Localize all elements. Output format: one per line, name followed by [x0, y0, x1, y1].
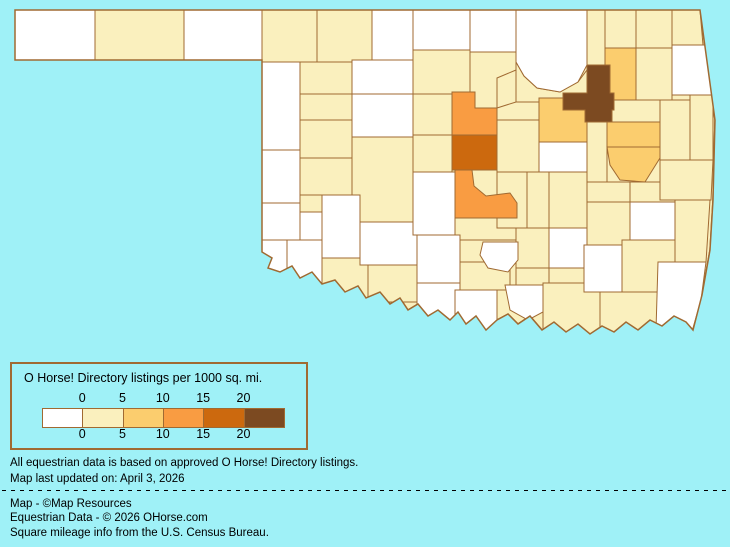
legend-color-ramp: [42, 408, 285, 428]
county-love[interactable]: [454, 289, 498, 331]
last-updated-text: Map last updated on: April 3, 2026: [10, 473, 185, 485]
county-mcintosh[interactable]: [586, 181, 637, 203]
county-tulsa[interactable]: [562, 64, 615, 123]
county-atoka[interactable]: [583, 244, 623, 293]
legend-tick: 20: [236, 391, 251, 405]
choropleth-map-canvas: [14, 9, 716, 335]
legend-tick: 5: [119, 427, 126, 441]
county-bryan[interactable]: [542, 282, 601, 335]
legend-box: O Horse! Directory listings per 1000 sq.…: [10, 362, 308, 450]
county-muskogee[interactable]: [606, 146, 661, 183]
county-wagoner[interactable]: [606, 121, 661, 148]
county-cherokee[interactable]: [659, 99, 691, 161]
county-washington[interactable]: [586, 10, 606, 69]
county-woodward[interactable]: [299, 61, 353, 95]
legend-tick: 0: [78, 391, 86, 405]
county-kingfisher[interactable]: [412, 93, 453, 136]
county-murray[interactable]: [479, 241, 519, 273]
county-mayes[interactable]: [635, 47, 673, 101]
legend-tick: 15: [196, 427, 211, 441]
legend-ticks-top: 0 5 10 15 20: [62, 391, 264, 405]
county-stephens[interactable]: [416, 234, 461, 284]
county-jefferson[interactable]: [416, 282, 461, 331]
county-grady[interactable]: [412, 171, 456, 236]
county-alfalfa[interactable]: [371, 10, 414, 61]
county-ellis[interactable]: [261, 61, 301, 151]
legend-swatch-10-15: [162, 408, 205, 428]
county-woods[interactable]: [316, 10, 373, 63]
legend-tick: 10: [155, 391, 170, 405]
county-canadian[interactable]: [408, 134, 453, 173]
county-cleveland[interactable]: [454, 169, 518, 219]
county-choctaw[interactable]: [599, 289, 661, 335]
legend-tick: 0: [78, 427, 86, 441]
county-custer[interactable]: [299, 119, 353, 159]
mileage-credit-text: Square mileage info from the U.S. Census…: [10, 527, 269, 539]
county-le-flore[interactable]: [674, 199, 711, 263]
county-washita[interactable]: [299, 157, 361, 196]
county-cotton[interactable]: [367, 264, 418, 303]
county-kay[interactable]: [469, 10, 517, 53]
dashed-divider: [2, 490, 728, 491]
county-grant[interactable]: [412, 10, 471, 51]
legend-swatch-5-10: [122, 408, 164, 428]
map-credit-text: Map - ©Map Resources: [10, 498, 132, 510]
county-seminole[interactable]: [526, 171, 550, 229]
county-roger-mills[interactable]: [261, 149, 301, 204]
county-craig[interactable]: [635, 10, 673, 49]
data-credit-text: Equestrian Data - © 2026 OHorse.com: [10, 512, 208, 524]
legend-swatch-15-20: [203, 408, 245, 428]
county-beaver[interactable]: [183, 10, 263, 61]
legend-tick: 5: [119, 391, 126, 405]
county-nowata[interactable]: [604, 10, 637, 49]
county-dewey[interactable]: [299, 93, 353, 121]
county-hughes[interactable]: [548, 171, 588, 229]
state-outline: [14, 9, 716, 335]
county-adair[interactable]: [689, 94, 714, 161]
legend-title: O Horse! Directory listings per 1000 sq.…: [24, 371, 263, 385]
county-okmulgee[interactable]: [586, 121, 608, 183]
county-comanche[interactable]: [359, 221, 418, 266]
legend-swatch-20+: [243, 408, 285, 428]
county-oklahoma[interactable]: [451, 134, 498, 171]
county-harmon[interactable]: [261, 239, 288, 281]
legend-ticks-bottom: 0 5 10 15 20: [62, 427, 264, 441]
county-lincoln[interactable]: [496, 119, 540, 178]
county-caddo[interactable]: [351, 136, 414, 223]
county-harper[interactable]: [261, 10, 318, 63]
county-marshall[interactable]: [504, 284, 544, 321]
disclaimer-text: All equestrian data is based on approved…: [10, 457, 359, 469]
county-osage[interactable]: [515, 10, 588, 93]
county-texas[interactable]: [94, 10, 185, 61]
county-kiowa[interactable]: [321, 194, 361, 259]
county-ottawa[interactable]: [671, 10, 704, 46]
county-latimer[interactable]: [629, 201, 676, 241]
county-jackson[interactable]: [286, 239, 323, 297]
county-beckham[interactable]: [261, 202, 301, 241]
oklahoma-county-map: [14, 9, 716, 335]
legend-swatch-0-5: [82, 408, 124, 428]
legend-tick: 20: [236, 427, 251, 441]
county-cimarron[interactable]: [15, 10, 96, 61]
county-coal[interactable]: [548, 227, 588, 269]
county-major[interactable]: [351, 59, 414, 95]
legend-swatch-0: [42, 408, 84, 428]
county-okfuskee[interactable]: [538, 141, 588, 173]
legend-tick: 10: [155, 427, 170, 441]
legend-tick: 15: [196, 391, 211, 405]
county-pittsburg[interactable]: [586, 201, 631, 246]
county-garfield[interactable]: [412, 49, 471, 95]
county-sequoyah[interactable]: [659, 159, 714, 201]
county-blaine[interactable]: [351, 93, 414, 138]
